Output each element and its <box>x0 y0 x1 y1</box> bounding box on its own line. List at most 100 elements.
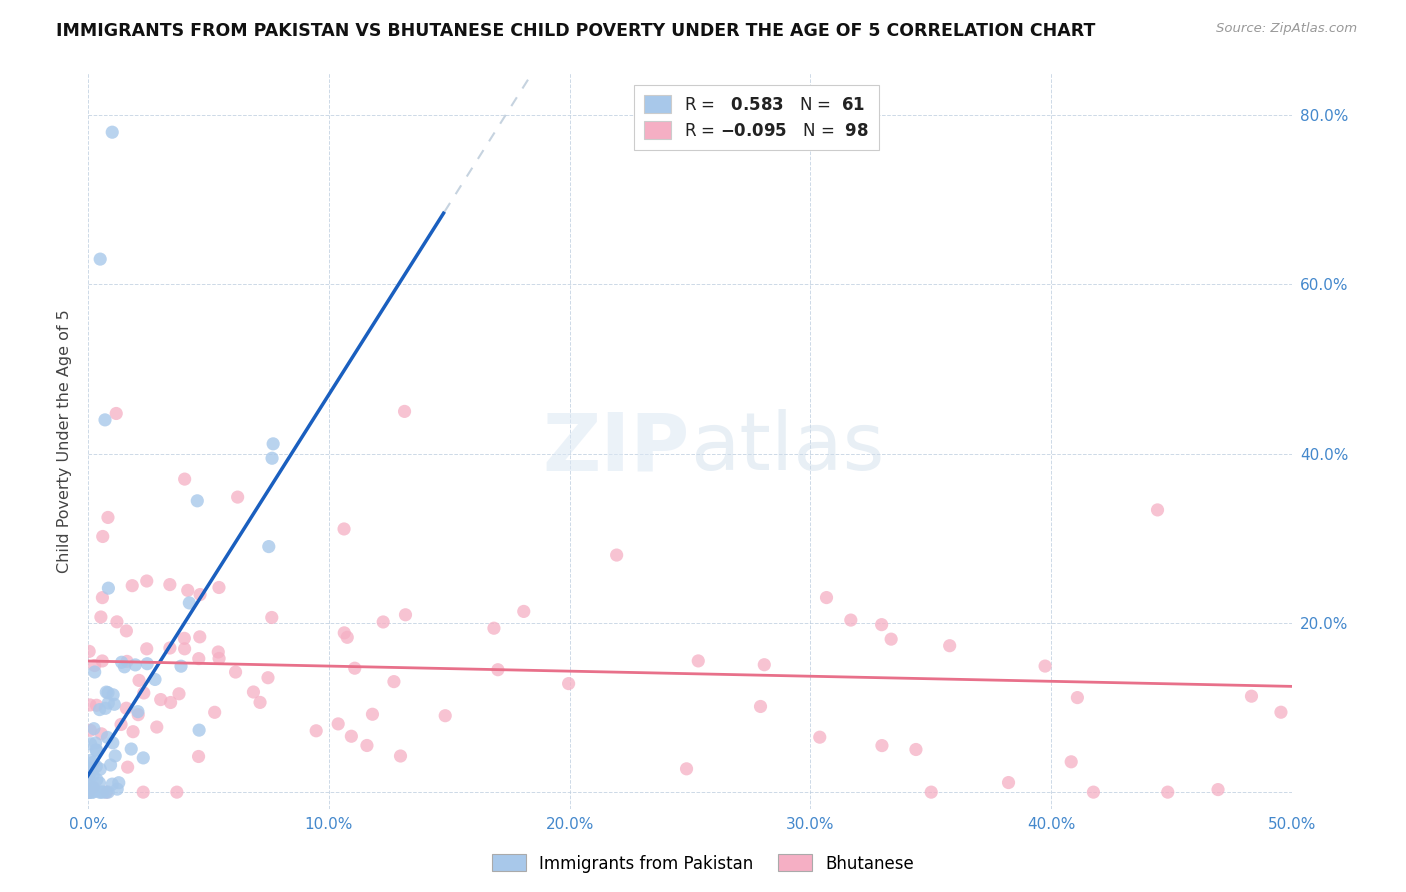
Text: Source: ZipAtlas.com: Source: ZipAtlas.com <box>1216 22 1357 36</box>
Point <box>114 660 136 674</box>
Point <box>482 621 505 635</box>
Point <box>132 751 155 765</box>
Point <box>356 739 378 753</box>
Point <box>904 742 927 756</box>
Point <box>159 696 181 710</box>
Point <box>257 540 280 554</box>
Point <box>120 742 142 756</box>
Point <box>166 785 188 799</box>
Point <box>100 758 122 772</box>
Point <box>83 665 105 679</box>
Point <box>170 659 193 673</box>
Point <box>82 768 104 782</box>
Point <box>132 785 155 799</box>
Point <box>226 490 249 504</box>
Point <box>91 785 114 799</box>
Point <box>262 437 284 451</box>
Point <box>79 698 101 712</box>
Point <box>1146 503 1168 517</box>
Point <box>333 625 356 640</box>
Point <box>167 687 190 701</box>
Point <box>77 761 100 775</box>
Point <box>97 510 120 524</box>
Point <box>187 749 209 764</box>
Point <box>870 739 893 753</box>
Point <box>82 785 104 799</box>
Point <box>336 630 359 644</box>
Point <box>80 764 103 779</box>
Point <box>343 661 366 675</box>
Point <box>208 651 231 665</box>
Point <box>146 720 169 734</box>
Point <box>101 736 124 750</box>
Point <box>1240 689 1263 703</box>
Point <box>249 695 271 709</box>
Point <box>115 654 138 668</box>
Point <box>262 451 284 466</box>
Point <box>89 703 111 717</box>
Point <box>173 472 195 486</box>
Point <box>77 768 100 782</box>
Point <box>117 760 139 774</box>
Point <box>675 762 697 776</box>
Point <box>389 749 412 764</box>
Point <box>90 785 112 799</box>
Point <box>79 754 101 768</box>
Point <box>86 743 108 757</box>
Point <box>110 717 132 731</box>
Point <box>333 522 356 536</box>
Point <box>1157 785 1180 799</box>
Point <box>557 676 579 690</box>
Point <box>1270 705 1292 719</box>
Point <box>86 759 108 773</box>
Point <box>124 657 146 672</box>
Point <box>394 607 416 622</box>
Point <box>96 785 118 799</box>
Point <box>204 706 226 720</box>
Point <box>173 641 195 656</box>
Point <box>136 657 159 671</box>
Point <box>105 615 128 629</box>
Point <box>105 782 128 797</box>
Point <box>77 772 100 787</box>
Point <box>83 658 105 673</box>
Point <box>90 727 112 741</box>
Point <box>77 777 100 791</box>
Point <box>1060 755 1083 769</box>
Point <box>186 493 208 508</box>
Point <box>815 591 838 605</box>
Point <box>104 748 127 763</box>
Point <box>127 707 149 722</box>
Point <box>149 692 172 706</box>
Point <box>920 785 942 799</box>
Point <box>115 701 138 715</box>
Point <box>91 529 114 543</box>
Point <box>1033 659 1056 673</box>
Point <box>89 762 111 776</box>
Point <box>79 723 101 738</box>
Point <box>79 785 101 799</box>
Point <box>96 685 118 699</box>
Point <box>340 729 363 743</box>
Point <box>89 785 111 799</box>
Point <box>97 785 120 799</box>
Point <box>305 723 328 738</box>
Point <box>187 651 209 665</box>
Point <box>382 674 405 689</box>
Point <box>880 632 903 647</box>
Point <box>94 785 117 799</box>
Point <box>111 655 134 669</box>
Point <box>188 588 211 602</box>
Text: IMMIGRANTS FROM PAKISTAN VS BHUTANESE CHILD POVERTY UNDER THE AGE OF 5 CORRELATI: IMMIGRANTS FROM PAKISTAN VS BHUTANESE CH… <box>56 22 1095 40</box>
Y-axis label: Child Poverty Under the Age of 5: Child Poverty Under the Age of 5 <box>58 310 72 573</box>
Point <box>101 688 124 702</box>
Point <box>135 641 157 656</box>
Point <box>89 252 111 266</box>
Point <box>121 579 143 593</box>
Point <box>1083 785 1105 799</box>
Point <box>997 775 1019 789</box>
Point <box>90 610 112 624</box>
Point <box>754 657 776 672</box>
Point <box>179 596 201 610</box>
Point <box>79 737 101 751</box>
